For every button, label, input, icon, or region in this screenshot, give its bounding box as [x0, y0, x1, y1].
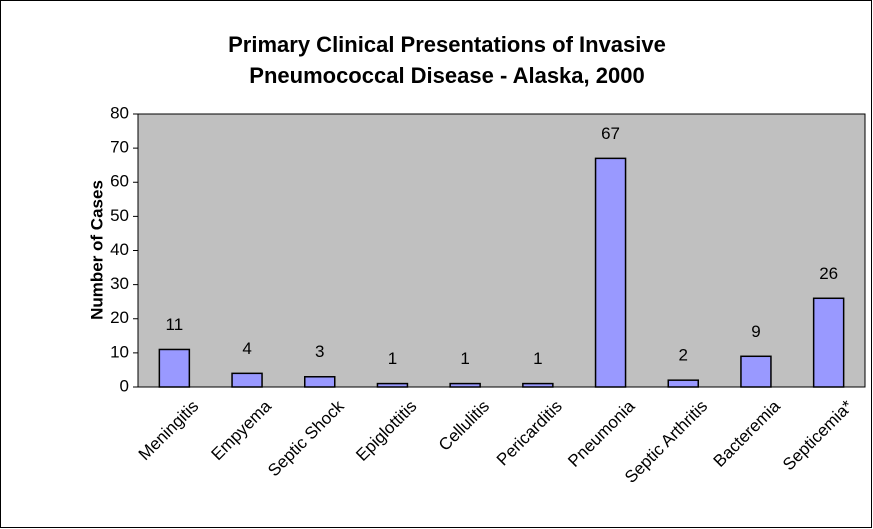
y-tick-label: 50 — [110, 206, 129, 225]
y-tick-label: 30 — [110, 274, 129, 293]
bar — [594, 157, 627, 388]
y-tick-label: 70 — [110, 138, 129, 157]
data-label: 26 — [819, 264, 838, 283]
bar — [812, 297, 845, 388]
bar — [449, 382, 481, 388]
data-label: 4 — [242, 339, 251, 358]
plot-area — [137, 113, 866, 388]
bar — [667, 379, 699, 388]
data-label: 1 — [460, 349, 469, 368]
bar — [304, 376, 336, 388]
data-label: 1 — [533, 349, 542, 368]
chart-title: Pneumococcal Disease - Alaska, 2000 — [249, 63, 644, 88]
y-tick-label: 20 — [110, 308, 129, 327]
data-label: 1 — [388, 349, 397, 368]
bar — [740, 355, 772, 388]
y-tick-label: 10 — [110, 342, 129, 361]
bar — [158, 348, 191, 388]
bar — [231, 372, 263, 388]
data-label: 9 — [751, 322, 760, 341]
y-axis-label: Number of Cases — [87, 180, 106, 320]
data-label: 67 — [601, 124, 620, 143]
y-tick-label: 40 — [110, 240, 129, 259]
chart-title: Primary Clinical Presentations of Invasi… — [228, 32, 666, 57]
bar — [522, 382, 554, 388]
y-tick-label: 60 — [110, 172, 129, 191]
data-label: 11 — [166, 315, 184, 334]
data-label: 2 — [679, 346, 688, 365]
y-tick-label: 80 — [110, 103, 129, 122]
bar — [376, 382, 409, 388]
data-label: 3 — [315, 342, 324, 361]
y-tick-label: 0 — [120, 376, 129, 395]
